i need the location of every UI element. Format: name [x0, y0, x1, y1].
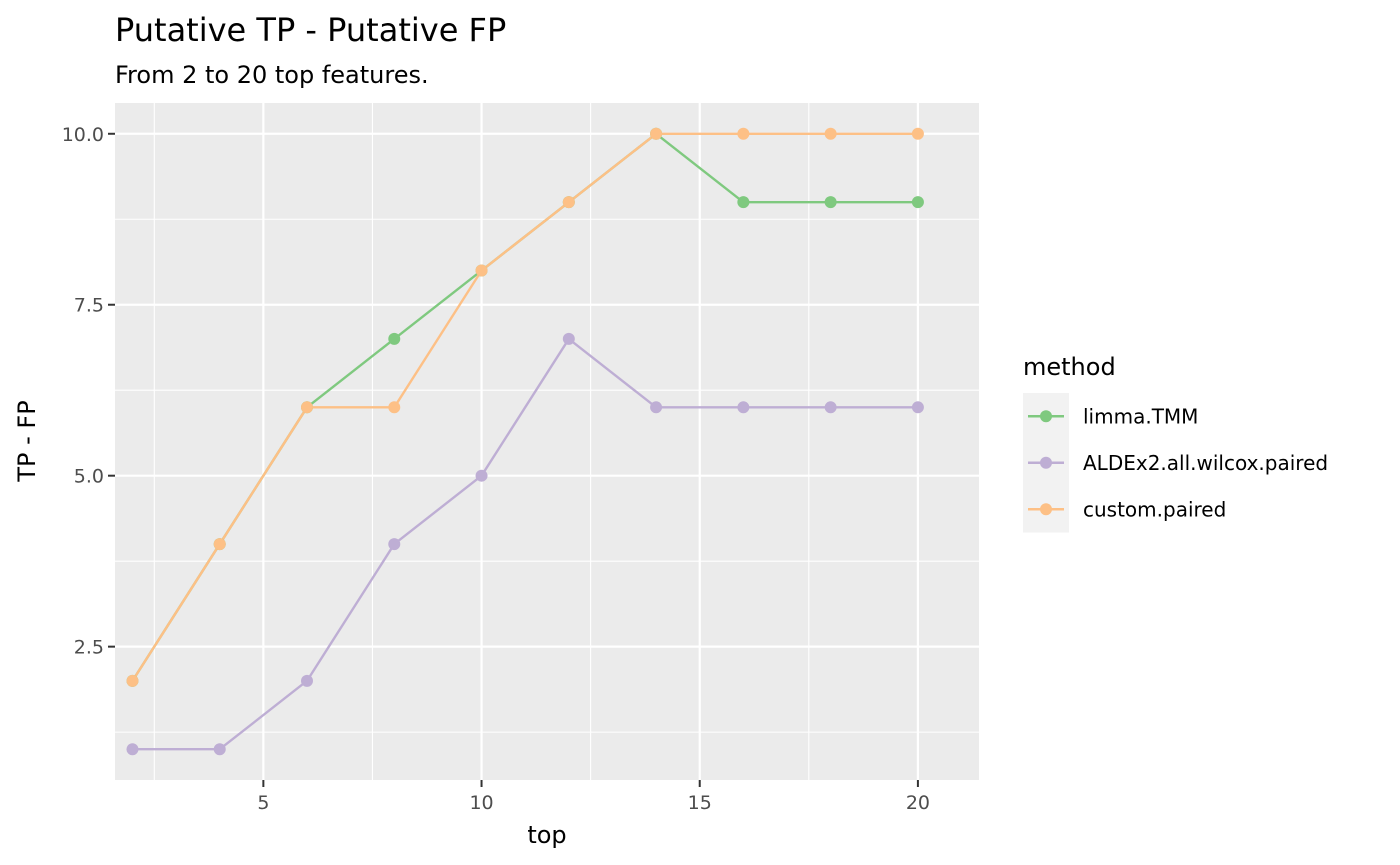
data-point-1 — [737, 401, 750, 414]
data-point-1 — [475, 469, 488, 482]
grid-minor — [115, 103, 979, 780]
series-line-1 — [132, 337, 918, 751]
y-tick-label: 10.0 — [62, 124, 104, 146]
data-point-2 — [650, 127, 663, 140]
legend-item: custom.paired — [1023, 486, 1226, 533]
x-axis-title: top — [527, 821, 566, 849]
legend-key-point — [1040, 410, 1052, 423]
data-point-2 — [824, 127, 837, 140]
data-point-1 — [126, 743, 139, 756]
data-point-2 — [126, 674, 139, 687]
legend-item: limma.TMM — [1023, 393, 1198, 440]
data-point-2 — [911, 127, 924, 140]
data-point-2 — [737, 127, 750, 140]
x-axis: 5 10 15 20 — [257, 780, 930, 814]
legend-label: ALDEx2.all.wilcox.paired — [1083, 451, 1328, 475]
data-point-0 — [388, 332, 401, 345]
data-point-1 — [388, 538, 401, 551]
chart-subtitle: From 2 to 20 top features. — [115, 61, 429, 89]
x-tick-label: 15 — [688, 792, 712, 814]
legend-item: ALDEx2.all.wilcox.paired — [1023, 439, 1328, 486]
chart-title: Putative TP - Putative FP — [115, 11, 506, 49]
data-point-2 — [301, 401, 313, 414]
data-point-1 — [911, 401, 924, 414]
data-point-1 — [650, 401, 663, 414]
grid-major — [115, 103, 979, 780]
data-point-2 — [213, 538, 226, 551]
data-point-1 — [824, 401, 837, 414]
series-line-2 — [131, 132, 918, 682]
legend-label: custom.paired — [1083, 497, 1226, 521]
y-tick-label: 5.0 — [74, 466, 104, 488]
y-axis-title: TP - FP — [13, 400, 41, 482]
legend: method limma.TMM ALDEx2.all.wilcox.paired… — [1023, 353, 1328, 533]
x-tick-label: 10 — [469, 792, 493, 814]
y-tick-label: 2.5 — [74, 637, 104, 659]
data-point-2 — [388, 401, 401, 414]
data-point-1 — [562, 332, 575, 345]
data-point-0 — [911, 196, 924, 209]
x-tick-label: 5 — [257, 792, 269, 814]
data-point-1 — [301, 674, 313, 687]
legend-title: method — [1023, 353, 1116, 381]
series-layer — [126, 127, 924, 756]
legend-key-point — [1040, 503, 1052, 516]
data-point-2 — [562, 196, 575, 209]
x-tick-label: 20 — [906, 792, 930, 814]
legend-label: limma.TMM — [1083, 404, 1198, 428]
y-tick-label: 7.5 — [74, 295, 104, 317]
y-axis: 2.5 5.0 7.5 10.0 — [62, 124, 115, 659]
plot-panel — [115, 103, 979, 780]
data-point-2 — [475, 264, 488, 277]
legend-key-point — [1040, 456, 1052, 469]
data-point-1 — [213, 743, 226, 756]
data-point-0 — [824, 196, 837, 209]
data-point-0 — [737, 196, 750, 209]
